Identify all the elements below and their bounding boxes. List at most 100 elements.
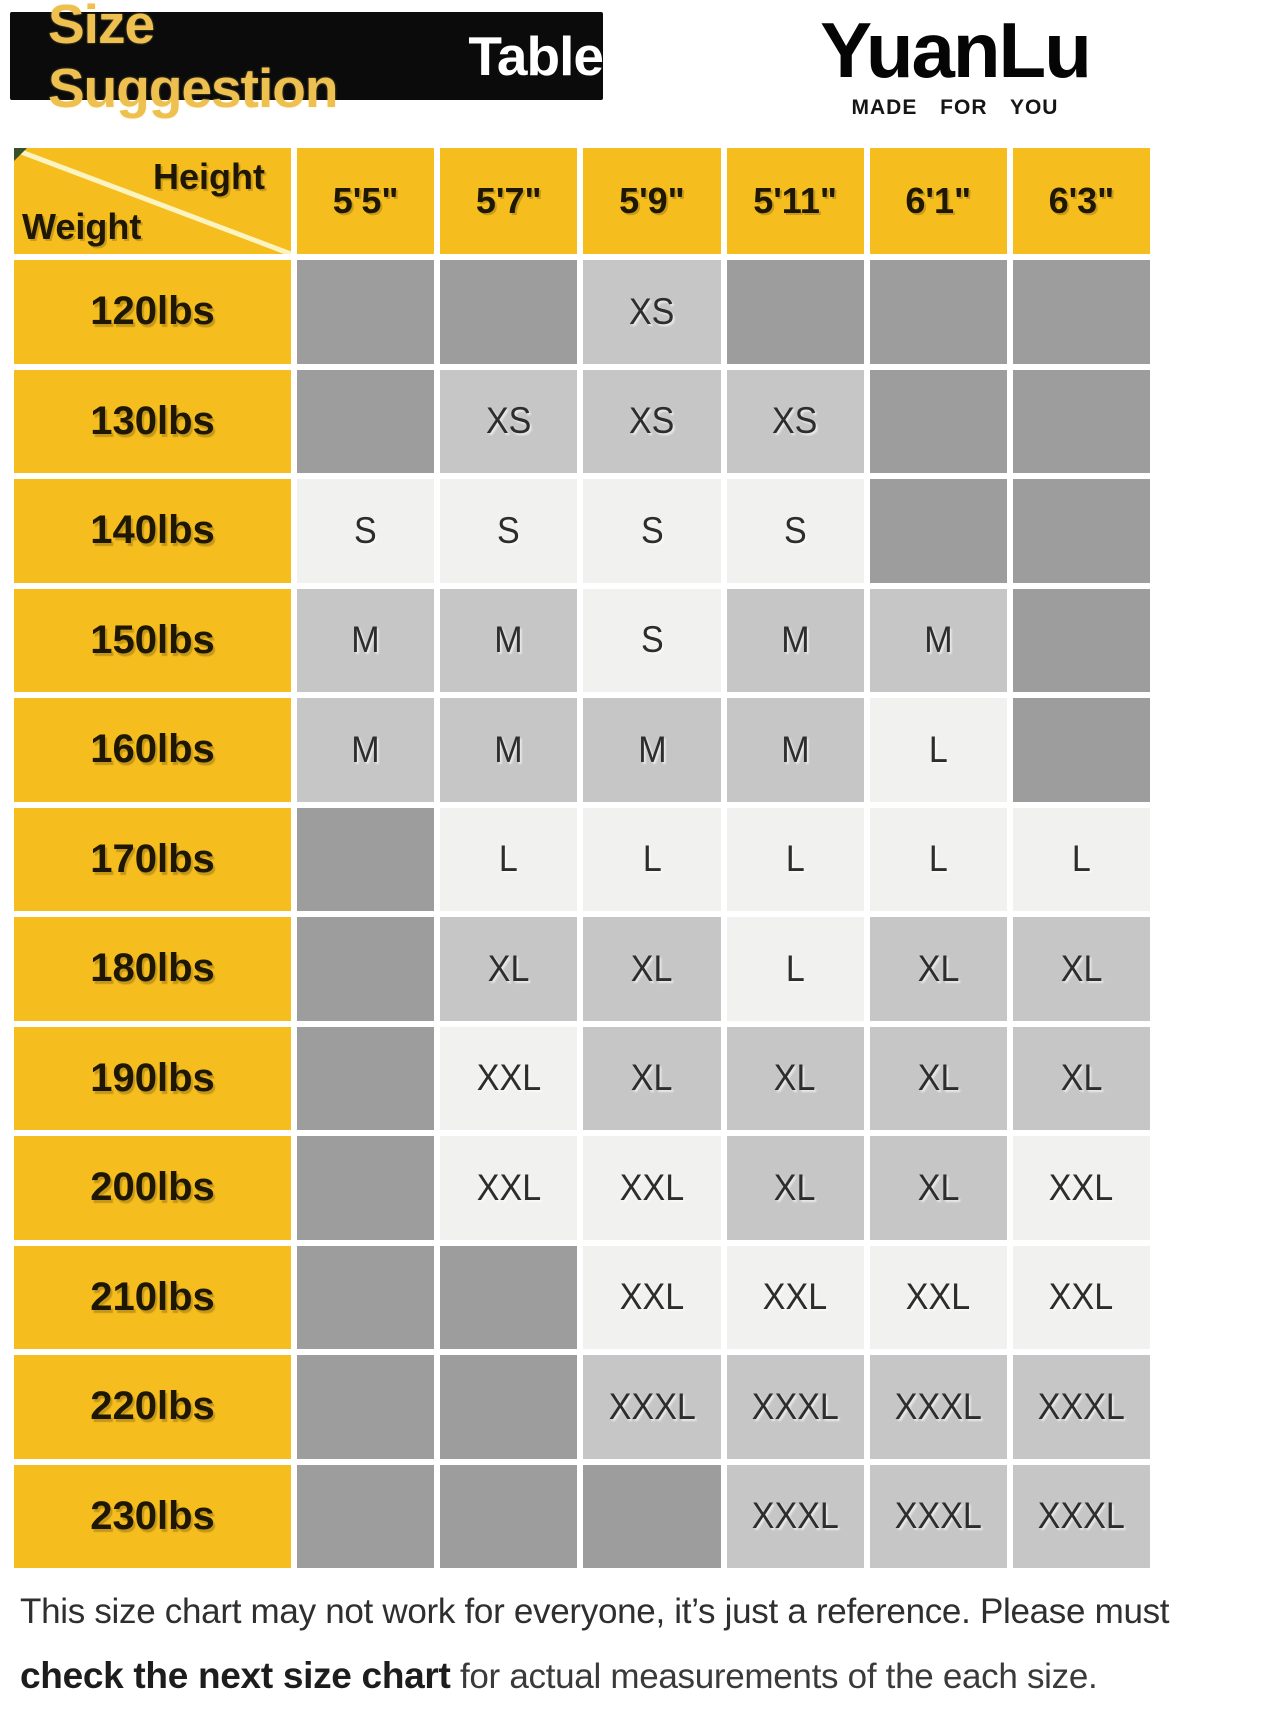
size-cell: XXL (440, 1136, 578, 1240)
size-cell (726, 260, 864, 364)
footer-note: This size chart may not work for everyon… (20, 1592, 1264, 1697)
weight-row-header: 210lbs (14, 1245, 291, 1349)
weight-row-header: 180lbs (14, 917, 291, 1021)
size-cell: XL (440, 917, 578, 1021)
diagonal-divider (15, 148, 291, 254)
height-column-header: 6'1" (869, 148, 1007, 254)
brand-tagline: MADE FOR YOU (851, 95, 1059, 119)
size-cell (1012, 588, 1150, 692)
size-cell: M (297, 698, 435, 802)
size-cell (297, 807, 435, 911)
size-cell (869, 260, 1007, 364)
size-cell: M (440, 588, 578, 692)
size-cell: XXL (440, 1026, 578, 1130)
size-cell: L (440, 807, 578, 911)
size-cell: XL (726, 1136, 864, 1240)
weight-row-header: 190lbs (14, 1026, 291, 1130)
size-cell (440, 260, 578, 364)
size-cell: M (726, 698, 864, 802)
footer-line1: This size chart may not work for everyon… (20, 1592, 1170, 1631)
size-cell: XXL (1012, 1136, 1150, 1240)
size-cell: L (726, 917, 864, 1021)
size-cell: L (583, 807, 721, 911)
brand-block: YuanLu MADE FOR YOU (780, 6, 1130, 120)
size-cell (297, 260, 435, 364)
size-cell (1012, 369, 1150, 473)
size-cell (297, 369, 435, 473)
size-cell: XL (869, 1136, 1007, 1240)
size-cell: M (297, 588, 435, 692)
size-cell: XXL (726, 1245, 864, 1349)
size-cell (297, 917, 435, 1021)
size-cell: XXXL (583, 1355, 721, 1459)
size-cell: XL (583, 917, 721, 1021)
size-cell: M (726, 588, 864, 692)
height-column-header: 5'9" (583, 148, 721, 254)
size-cell: XS (583, 260, 721, 364)
size-cell: XXXL (1012, 1355, 1150, 1459)
size-cell (1012, 479, 1150, 583)
size-cell (440, 1464, 578, 1568)
size-cell: XXXL (1012, 1464, 1150, 1568)
weight-axis-label: Weight (22, 206, 142, 247)
size-cell (1012, 698, 1150, 802)
weight-row-header: 230lbs (14, 1464, 291, 1568)
size-cell: XXXL (726, 1464, 864, 1568)
size-cell: S (297, 479, 435, 583)
size-cell: L (869, 698, 1007, 802)
size-cell: XS (583, 369, 721, 473)
title-accent: Size Suggestion (48, 0, 338, 119)
footer-line2-bold: check the next size chart (20, 1655, 451, 1696)
size-cell (1012, 260, 1150, 364)
corner-header-cell: Height Weight (14, 148, 291, 254)
height-axis-label: Height (153, 156, 265, 197)
footer-line2: check the next size chart for actual mea… (20, 1655, 1264, 1697)
size-cell (297, 1026, 435, 1130)
size-cell: XXL (583, 1136, 721, 1240)
size-table: Height Weight 5'5" 5'7" 5'9" 5'11" 6'1" 6'3" 1… (14, 148, 1150, 1568)
size-cell: XXXL (869, 1464, 1007, 1568)
size-cell: XXXL (726, 1355, 864, 1459)
title-banner: Size Suggestion Table (10, 0, 604, 119)
weight-row-header: 150lbs (14, 588, 291, 692)
size-cell (440, 1245, 578, 1349)
weight-row-header: 120lbs (14, 260, 291, 364)
size-cell: S (440, 479, 578, 583)
size-cell (440, 1355, 578, 1459)
size-cell: XL (869, 1026, 1007, 1130)
size-cell: XL (583, 1026, 721, 1130)
weight-row-header: 200lbs (14, 1136, 291, 1240)
size-cell (297, 1245, 435, 1349)
size-cell: XL (726, 1026, 864, 1130)
size-cell: L (869, 807, 1007, 911)
size-cell: XXL (1012, 1245, 1150, 1349)
size-cell: XXL (583, 1245, 721, 1349)
height-column-header: 5'7" (440, 148, 578, 254)
size-cell: S (583, 588, 721, 692)
size-cell (297, 1136, 435, 1240)
corner-mark (14, 148, 27, 161)
size-cell (869, 369, 1007, 473)
height-column-header: 6'3" (1012, 148, 1150, 254)
size-cell: XS (726, 369, 864, 473)
size-cell (297, 1355, 435, 1459)
weight-row-header: 140lbs (14, 479, 291, 583)
size-cell (869, 479, 1007, 583)
size-cell: S (583, 479, 721, 583)
size-cell: L (1012, 807, 1150, 911)
size-cell: XXL (869, 1245, 1007, 1349)
size-cell: M (440, 698, 578, 802)
size-cell: XS (440, 369, 578, 473)
size-cell (297, 1464, 435, 1568)
weight-row-header: 130lbs (14, 369, 291, 473)
title-rest: Table (468, 25, 604, 87)
weight-row-header: 160lbs (14, 698, 291, 802)
size-cell: XL (1012, 1026, 1150, 1130)
size-cell (583, 1464, 721, 1568)
size-cell: XXXL (869, 1355, 1007, 1459)
size-cell: M (583, 698, 721, 802)
size-cell: M (869, 588, 1007, 692)
brand-logo: YuanLu (820, 6, 1092, 94)
height-column-header: 5'11" (726, 148, 864, 254)
height-column-header: 5'5" (297, 148, 435, 254)
